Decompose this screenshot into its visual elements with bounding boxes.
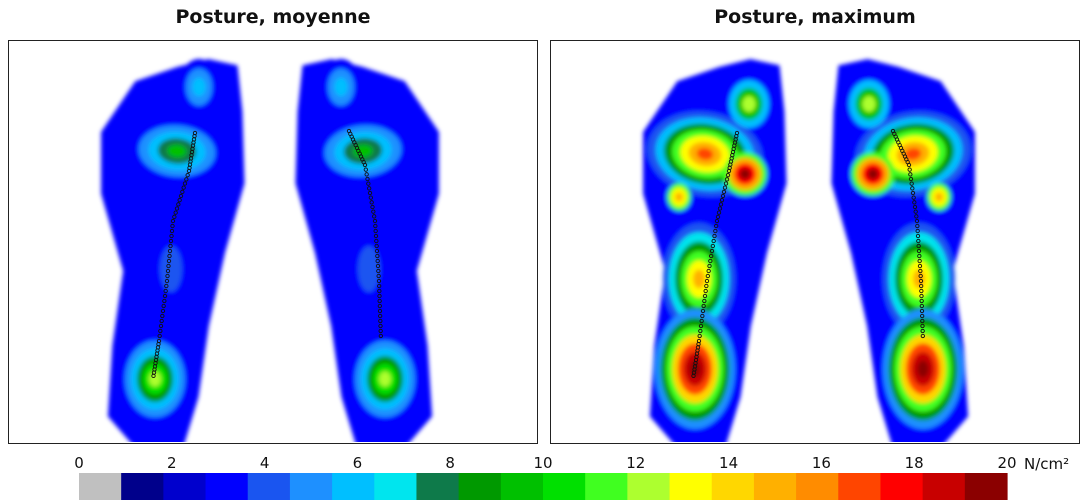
colorbar: 0 2 4 6 8 10 12 14 16 18 20 <box>74 454 1017 500</box>
colorbar-tick-label: 18 <box>905 454 924 472</box>
colorbar-tick-label: 2 <box>167 454 177 472</box>
center-of-pressure-trajectory <box>346 128 383 339</box>
colorbar-swatch <box>205 473 249 500</box>
colorbar-tick-label: 20 <box>997 454 1016 472</box>
panel-title-moyenne: Posture, moyenne <box>175 6 371 28</box>
colorbar-swatch <box>543 473 586 500</box>
colorbar-swatch <box>711 473 755 500</box>
colorbar-swatch <box>247 473 291 500</box>
colorbar-swatch <box>880 473 924 500</box>
colorbar-swatch <box>585 473 628 500</box>
colorbar-tick-label: 14 <box>719 454 738 472</box>
colorbar-swatch <box>332 473 375 500</box>
colorbar-swatch <box>79 473 122 500</box>
foot-pressure <box>295 59 439 442</box>
colorbar-unit: N/cm² <box>1024 455 1070 473</box>
colorbar-tick-label: 12 <box>626 454 645 472</box>
colorbar-swatch <box>627 473 671 500</box>
heatmap-panel-maximum <box>550 40 1080 444</box>
colorbar-swatch <box>796 473 839 500</box>
colorbar-swatch <box>753 473 797 500</box>
colorbar-swatch <box>416 473 460 500</box>
colorbar-tick-label: 8 <box>445 454 455 472</box>
colorbar-tick-label: 4 <box>260 454 270 472</box>
colorbar-swatch <box>163 473 207 500</box>
heatmap-panel-moyenne <box>8 40 538 444</box>
center-of-pressure-trajectory <box>890 128 925 339</box>
colorbar-tick-label: 0 <box>74 454 84 472</box>
colorbar-swatch <box>669 473 713 500</box>
foot-pressure <box>831 59 975 442</box>
colorbar-tick-label: 6 <box>353 454 363 472</box>
foot-pressure <box>101 59 245 442</box>
colorbar-swatch <box>289 473 333 500</box>
colorbar-swatch <box>458 473 502 500</box>
colorbar-swatch <box>500 473 544 500</box>
colorbar-tick-label: 16 <box>812 454 831 472</box>
pressure-map-moyenne <box>101 59 439 442</box>
foot-pressure <box>643 59 787 442</box>
colorbar-swatch <box>121 473 164 500</box>
colorbar-swatch <box>922 473 966 500</box>
colorbar-tick-label: 10 <box>533 454 552 472</box>
colorbar-swatch <box>964 473 1008 500</box>
pressure-map-maximum <box>643 59 975 442</box>
colorbar-swatch <box>838 473 882 500</box>
panel-title-maximum: Posture, maximum <box>714 6 916 28</box>
center-of-pressure-trajectory <box>691 130 740 378</box>
center-of-pressure-trajectory <box>151 130 198 378</box>
colorbar-swatch <box>374 473 418 500</box>
